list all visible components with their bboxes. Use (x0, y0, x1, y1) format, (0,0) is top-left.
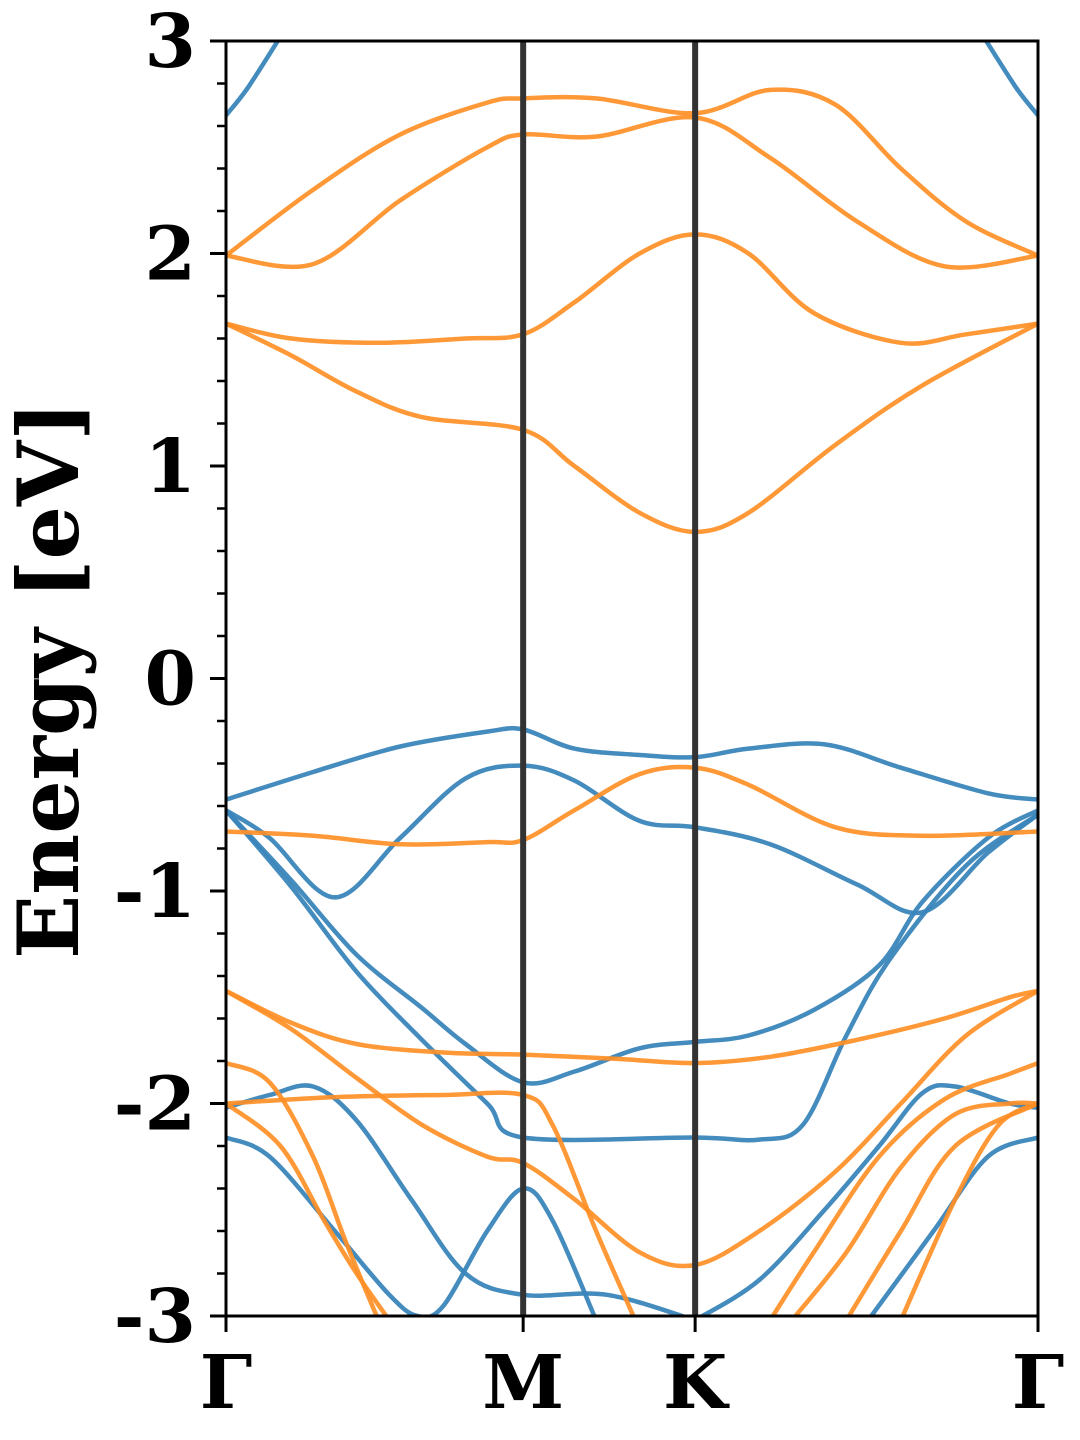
band-line-7 (226, 1135, 597, 1316)
band-line-5 (226, 1083, 690, 1316)
y-tick-label: 3 (145, 0, 197, 85)
band-line-19 (770, 1060, 1038, 1316)
x-tick-label: Γ (200, 1340, 253, 1426)
band-line-23 (846, 1101, 1038, 1316)
band-line-12 (226, 114, 1038, 270)
band-line-16 (226, 988, 1038, 1066)
y-axis-label: Energy [eV] (0, 401, 98, 959)
x-tick-label: M (482, 1340, 564, 1426)
y-tick-label: 1 (145, 424, 197, 510)
band-line-13 (226, 232, 1038, 346)
band-line-15 (226, 764, 1038, 847)
band-line-4 (226, 808, 1038, 1143)
y-tick-label: -3 (114, 1274, 196, 1360)
band-line-14 (226, 321, 1038, 535)
band-line-20 (226, 1090, 636, 1316)
band-line-24 (900, 1101, 1038, 1316)
band-line-1 (226, 725, 1038, 802)
band-line-22 (792, 1100, 1038, 1316)
band-line-11 (226, 87, 1038, 258)
band-line-10 (983, 41, 1038, 118)
band-line-21 (226, 1101, 390, 1316)
plot-frame (224, 39, 1040, 1318)
band-line-18 (226, 1060, 380, 1316)
band-line-9 (226, 41, 281, 118)
x-tick-label: Γ (1012, 1340, 1065, 1426)
high-symmetry-dividers (520, 41, 699, 1316)
x-tick-label: K (663, 1340, 730, 1426)
band-lines (226, 41, 1038, 1316)
y-tick-label: -2 (114, 1062, 196, 1148)
band-line-6 (697, 1082, 1038, 1316)
y-tick-label: -1 (114, 849, 196, 935)
y-tick-label: 0 (145, 637, 197, 723)
band-line-3 (226, 808, 1038, 1086)
band-line-17 (226, 988, 1038, 1269)
y-axis-ticks: -3 -2 -1 0 1 2 3 (114, 0, 226, 1360)
band-line-8 (868, 1135, 1038, 1316)
y-tick-label: 2 (145, 212, 197, 298)
